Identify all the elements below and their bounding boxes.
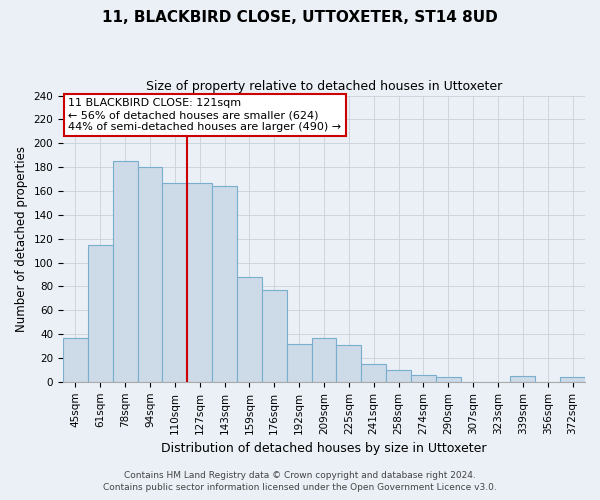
X-axis label: Distribution of detached houses by size in Uttoxeter: Distribution of detached houses by size …	[161, 442, 487, 455]
Bar	[361, 364, 386, 382]
Bar	[137, 167, 163, 382]
Bar	[237, 277, 262, 382]
Bar	[287, 344, 311, 382]
Bar	[311, 338, 337, 382]
Bar	[262, 290, 287, 382]
Bar	[88, 244, 113, 382]
Bar	[63, 338, 88, 382]
Bar	[163, 182, 187, 382]
Bar	[212, 186, 237, 382]
Bar	[436, 377, 461, 382]
Bar	[386, 370, 411, 382]
Text: 11, BLACKBIRD CLOSE, UTTOXETER, ST14 8UD: 11, BLACKBIRD CLOSE, UTTOXETER, ST14 8UD	[102, 10, 498, 25]
Bar	[337, 345, 361, 382]
Bar	[187, 182, 212, 382]
Bar	[411, 374, 436, 382]
Bar	[560, 377, 585, 382]
Bar	[113, 161, 137, 382]
Text: 11 BLACKBIRD CLOSE: 121sqm
← 56% of detached houses are smaller (624)
44% of sem: 11 BLACKBIRD CLOSE: 121sqm ← 56% of deta…	[68, 98, 341, 132]
Text: Contains HM Land Registry data © Crown copyright and database right 2024.
Contai: Contains HM Land Registry data © Crown c…	[103, 471, 497, 492]
Y-axis label: Number of detached properties: Number of detached properties	[15, 146, 28, 332]
Bar	[511, 376, 535, 382]
Title: Size of property relative to detached houses in Uttoxeter: Size of property relative to detached ho…	[146, 80, 502, 93]
